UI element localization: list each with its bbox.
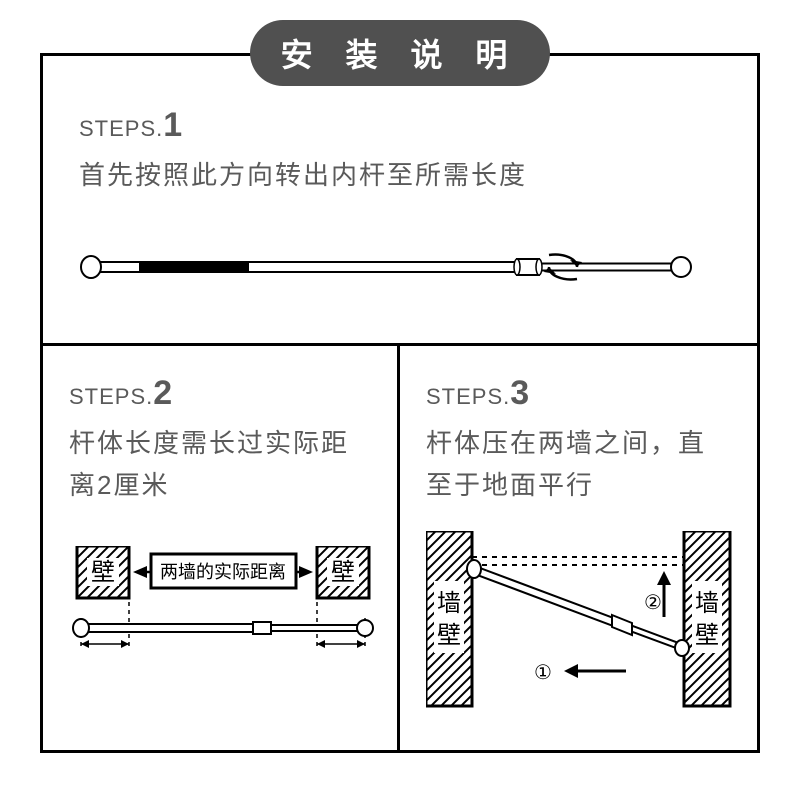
step2-number: 2 (153, 374, 172, 412)
step3-diagram: 墙 壁 墙 壁 (426, 531, 736, 716)
step3-wall-left-top: 墙 (437, 590, 461, 617)
step2-label: STEPS.2 (69, 374, 371, 413)
panel-step-3: STEPS.3 杆体压在两墙之间，直至于地面平行 墙 壁 (400, 346, 757, 753)
step2-distance-label: 两墙的实际距离 (160, 562, 286, 582)
step2-desc: 杆体长度需长过实际距离2厘米 (69, 423, 371, 506)
step3-marker-2: ② (644, 592, 662, 614)
step2-diagram: 壁 壁 两墙的实际距离 (69, 546, 379, 666)
step1-diagram (79, 237, 699, 307)
step1-prefix: STEPS. (79, 116, 163, 141)
step3-wall-right-top: 墙 (695, 590, 719, 617)
step1-label: STEPS.1 (79, 106, 721, 145)
step1-number: 1 (163, 106, 182, 144)
step3-label: STEPS.3 (426, 374, 731, 413)
step2-prefix: STEPS. (69, 384, 153, 409)
panel-step-2: STEPS.2 杆体长度需长过实际距离2厘米 壁 (43, 346, 400, 753)
step3-wall-left-bot: 壁 (437, 622, 461, 649)
step3-desc: 杆体压在两墙之间，直至于地面平行 (426, 423, 731, 506)
step3-prefix: STEPS. (426, 384, 510, 409)
instruction-frame: STEPS.1 首先按照此方向转出内杆至所需长度 (40, 53, 760, 753)
panel-step-1: STEPS.1 首先按照此方向转出内杆至所需长度 (43, 56, 757, 346)
page-title: 安 装 说 明 (250, 20, 550, 86)
step2-wall-left-label: 壁 (91, 559, 115, 586)
step3-number: 3 (510, 374, 529, 412)
step3-marker-1: ① (534, 662, 552, 684)
step2-wall-right-label: 壁 (331, 559, 355, 586)
step1-desc: 首先按照此方向转出内杆至所需长度 (79, 155, 721, 197)
step3-wall-right-bot: 壁 (695, 622, 719, 649)
